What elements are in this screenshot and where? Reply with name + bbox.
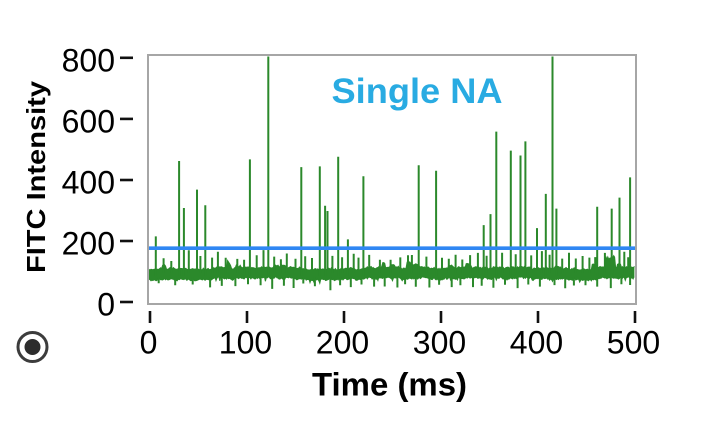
svg-text:800: 800 [62, 43, 115, 79]
svg-text:300: 300 [413, 325, 466, 361]
svg-text:100: 100 [219, 325, 272, 361]
svg-text:Time (ms): Time (ms) [312, 367, 467, 403]
svg-text:400: 400 [510, 325, 563, 361]
svg-text:FITC Intensity: FITC Intensity [21, 80, 51, 273]
svg-text:0: 0 [97, 287, 115, 323]
svg-text:500: 500 [607, 325, 660, 361]
svg-text:600: 600 [62, 104, 115, 140]
svg-text:0: 0 [140, 325, 158, 361]
svg-text:Single NA: Single NA [332, 72, 503, 111]
svg-text:400: 400 [62, 165, 115, 201]
svg-text:200: 200 [62, 226, 115, 262]
svg-text:200: 200 [316, 325, 369, 361]
